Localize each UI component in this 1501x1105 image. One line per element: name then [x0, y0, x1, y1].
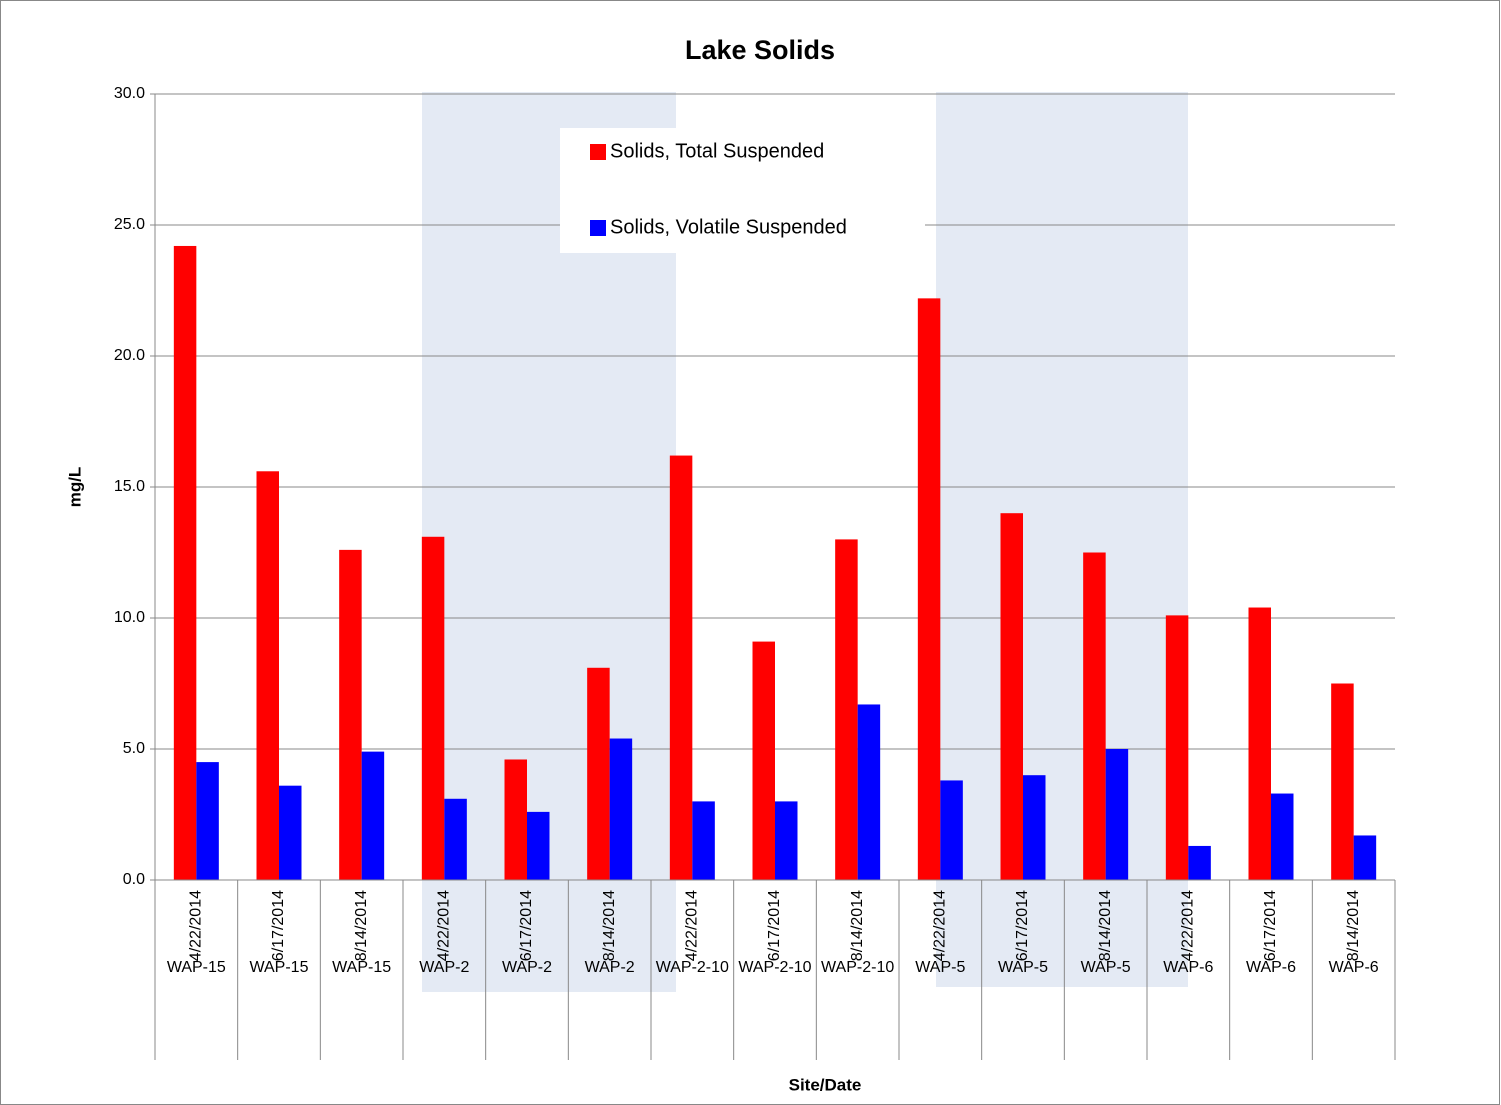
- x-tick-label: 6/17/2014: [766, 890, 783, 961]
- x-tick-label: 6/17/2014: [270, 890, 287, 961]
- bar: [1105, 749, 1129, 880]
- bar: [692, 801, 715, 880]
- legend-swatch: [590, 220, 606, 236]
- bar: [1188, 845, 1211, 880]
- group-label-box: WAP-2-10: [738, 959, 812, 976]
- legend-box: [560, 128, 925, 253]
- group-label: WAP-2: [419, 959, 470, 976]
- bar: [1023, 775, 1046, 880]
- y-tick-label: 5.0: [123, 740, 145, 757]
- group-label: WAP-2-10: [821, 959, 895, 976]
- legend-label: Solids, Total Suspended: [610, 140, 824, 162]
- group-label-box: WAP-5: [915, 959, 966, 976]
- x-tick-label: 8/14/2014: [1345, 890, 1362, 961]
- x-tick-label: 8/14/2014: [1097, 890, 1114, 961]
- bar: [421, 536, 445, 880]
- bar: [1271, 793, 1294, 880]
- y-tick-label: 15.0: [114, 478, 145, 495]
- group-label: WAP-2-10: [738, 959, 812, 976]
- x-tick-label: 6/17/2014: [1262, 890, 1279, 961]
- bar: [444, 798, 467, 880]
- y-tick-label: 25.0: [114, 216, 145, 233]
- bar: [857, 704, 881, 880]
- bar: [917, 298, 941, 880]
- y-axis-title: mg/L: [65, 467, 84, 508]
- highlight-band: [936, 92, 1188, 987]
- bar: [587, 667, 610, 880]
- bar: [361, 751, 385, 880]
- bar: [339, 549, 362, 880]
- bar: [775, 801, 798, 880]
- group-label-box: WAP-6: [1245, 959, 1297, 976]
- bar: [504, 759, 527, 880]
- group-label-box: WAP-2: [501, 959, 553, 976]
- x-tick-label: 4/22/2014: [932, 890, 949, 961]
- bar: [609, 738, 633, 880]
- group-label-box: WAP-5: [1080, 959, 1131, 976]
- chart-title: Lake Solids: [685, 35, 835, 65]
- group-label-box: WAP-6: [1163, 959, 1214, 976]
- x-tick-label: 6/17/2014: [1014, 890, 1031, 961]
- group-label: WAP-2: [501, 959, 553, 976]
- group-label: WAP-2: [584, 959, 635, 976]
- bar: [527, 811, 550, 880]
- bar: [1353, 835, 1377, 880]
- bar: [1000, 513, 1023, 880]
- legend-swatch: [590, 144, 606, 160]
- group-label-box: WAP-2: [419, 959, 470, 976]
- x-tick-label: 4/22/2014: [1180, 890, 1197, 961]
- group-label: WAP-15: [166, 959, 226, 976]
- group-label-box: WAP-15: [332, 959, 392, 976]
- bar: [196, 762, 219, 880]
- y-tick-label: 20.0: [114, 347, 145, 364]
- group-label: WAP-5: [915, 959, 966, 976]
- group-label-box: WAP-15: [166, 959, 226, 976]
- group-label-box: WAP-15: [249, 959, 309, 976]
- x-tick-label: 8/14/2014: [353, 890, 370, 961]
- group-label: WAP-6: [1328, 959, 1379, 976]
- bar: [940, 780, 963, 880]
- x-tick-label: 6/17/2014: [518, 890, 535, 961]
- bar: [1083, 552, 1106, 880]
- bar: [279, 785, 302, 880]
- bar: [1165, 615, 1189, 880]
- x-tick-label: 4/22/2014: [436, 890, 453, 961]
- bar: [173, 245, 197, 880]
- y-tick-label: 0.0: [123, 871, 145, 888]
- y-tick-label: 30.0: [114, 85, 145, 102]
- bar: [669, 455, 693, 880]
- group-label-box: WAP-2-10: [821, 959, 895, 976]
- group-label-box: WAP-2-10: [655, 959, 729, 976]
- group-label: WAP-6: [1163, 959, 1214, 976]
- x-axis-title: Site/Date: [789, 1075, 862, 1094]
- group-label-box: WAP-5: [997, 959, 1049, 976]
- group-label: WAP-15: [249, 959, 309, 976]
- bar: [1248, 607, 1271, 880]
- group-label: WAP-6: [1245, 959, 1297, 976]
- bar: [835, 539, 858, 880]
- x-tick-label: 8/14/2014: [849, 890, 866, 961]
- group-label: WAP-2-10: [655, 959, 729, 976]
- y-tick-label: 10.0: [114, 609, 145, 626]
- group-label-box: WAP-2: [584, 959, 635, 976]
- x-tick-label: 4/22/2014: [684, 890, 701, 961]
- group-label-box: WAP-6: [1328, 959, 1379, 976]
- group-label: WAP-5: [997, 959, 1049, 976]
- bar: [256, 471, 279, 880]
- x-tick-label: 4/22/2014: [188, 890, 205, 961]
- bar: [752, 641, 775, 880]
- legend-label: Solids, Volatile Suspended: [610, 216, 847, 238]
- group-label: WAP-5: [1080, 959, 1131, 976]
- x-tick-label: 8/14/2014: [601, 890, 618, 961]
- bar: [1331, 683, 1354, 880]
- group-label: WAP-15: [332, 959, 392, 976]
